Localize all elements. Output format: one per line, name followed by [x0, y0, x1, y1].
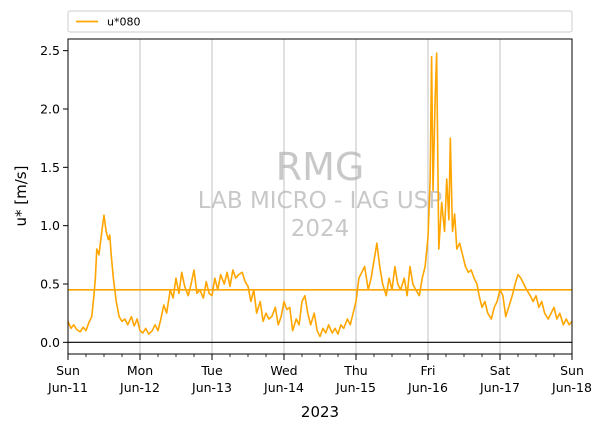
x-tick-day-0: Sun — [56, 363, 80, 378]
x-tick-day-4: Thu — [343, 363, 367, 378]
x-tick-day-6: Sat — [490, 363, 511, 378]
x-tick-day-5: Fri — [421, 363, 436, 378]
y-tick-label-2: 1.0 — [40, 218, 60, 233]
x-tick-day-7: Sun — [560, 363, 584, 378]
watermark-line-1: RMG — [276, 145, 365, 189]
x-tick-day-2: Tue — [200, 363, 223, 378]
series-line-u080 — [67, 52, 573, 338]
reference-lines — [68, 289, 572, 343]
y-tick-label-3: 1.5 — [40, 160, 60, 175]
x-axis-title: 2023 — [301, 403, 339, 421]
legend-box — [67, 10, 573, 33]
watermark: RMG LAB MICRO - IAG USP 2024 — [198, 145, 443, 242]
legend: u*080 — [67, 10, 573, 33]
y-tick-label-4: 2.0 — [40, 102, 60, 117]
x-tick-day-1: Mon — [127, 363, 153, 378]
x-tick-date-2: Jun-13 — [191, 380, 232, 395]
x-axis: Sun Jun-11 Mon Jun-12 Tue Jun-13 Wed Jun-14 Thu J… — [47, 354, 592, 395]
x-tick-date-5: Jun-16 — [407, 380, 448, 395]
x-tick-date-3: Jun-14 — [263, 380, 304, 395]
y-tick-label-5: 2.5 — [40, 43, 60, 58]
x-tick-day-3: Wed — [270, 363, 297, 378]
vertical-gridlines — [139, 39, 501, 354]
x-tick-date-4: Jun-15 — [335, 380, 376, 395]
legend-label-u080: u*080 — [107, 16, 140, 29]
x-tick-date-0: Jun-11 — [47, 380, 88, 395]
watermark-line-2: LAB MICRO - IAG USP — [198, 188, 443, 214]
y-tick-label-0: 0.0 — [40, 335, 60, 350]
x-tick-date-6: Jun-17 — [479, 380, 520, 395]
watermark-line-3: 2024 — [291, 216, 350, 242]
series-layer — [67, 52, 573, 338]
y-axis: 0.0 0.5 1.0 1.5 2.0 2.5 — [40, 43, 68, 350]
y-axis-title: u* [m/s] — [12, 166, 30, 227]
x-tick-date-1: Jun-12 — [119, 380, 160, 395]
x-tick-date-7: Jun-18 — [551, 380, 592, 395]
y-tick-label-1: 0.5 — [40, 277, 60, 292]
